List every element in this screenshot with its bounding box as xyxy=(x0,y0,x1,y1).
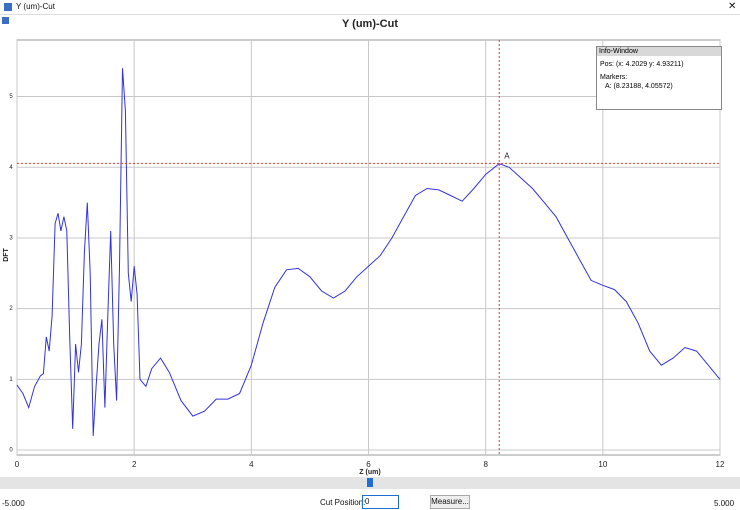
slider-max: 5.000 xyxy=(714,499,735,508)
measure-button[interactable]: Measure... xyxy=(430,495,470,509)
x-tick-label: 12 xyxy=(716,460,725,469)
slider-thumb[interactable] xyxy=(367,478,373,487)
cut-position-label: Cut Position: xyxy=(320,498,366,507)
y-tick-label: 5 xyxy=(9,94,13,100)
close-button[interactable]: ✕ xyxy=(728,1,737,12)
info-markers-heading: Markers: xyxy=(600,74,628,81)
x-tick-label: 10 xyxy=(598,460,607,469)
info-marker: A: (8.23188, 4.05572) xyxy=(605,83,673,90)
chart-title: Y (um)-Cut xyxy=(342,18,398,30)
x-tick-label: 0 xyxy=(15,460,20,469)
marker-label: A xyxy=(504,151,510,160)
app-icon xyxy=(4,3,12,11)
info-position: Pos: (x: 4.2029 y: 4.93211) xyxy=(600,61,684,68)
slider-min: -5.000 xyxy=(2,499,25,508)
x-tick-label: 4 xyxy=(249,460,254,469)
y-tick-label: 2 xyxy=(9,306,13,312)
y-axis-label: DFT xyxy=(3,247,10,261)
x-tick-label: 6 xyxy=(366,460,371,469)
x-axis-label: Z (um) xyxy=(359,469,380,476)
window-title: Y (um)-Cut xyxy=(16,2,55,11)
title-bar: Y (um)-Cut ✕ xyxy=(0,0,740,15)
x-tick-label: 8 xyxy=(483,460,488,469)
y-tick-label: 0 xyxy=(9,448,13,454)
data-line xyxy=(16,68,721,436)
toolbar-icon[interactable] xyxy=(2,17,9,24)
info-title: Info-Window xyxy=(597,47,721,56)
cut-position-input[interactable]: 0 xyxy=(362,495,399,509)
y-tick-label: 1 xyxy=(9,377,13,383)
y-tick-label: 4 xyxy=(9,165,13,171)
info-window: Info-Window Pos: (x: 4.2029 y: 4.93211) … xyxy=(596,46,722,110)
x-tick-label: 2 xyxy=(132,460,137,469)
y-tick-label: 3 xyxy=(9,236,13,242)
